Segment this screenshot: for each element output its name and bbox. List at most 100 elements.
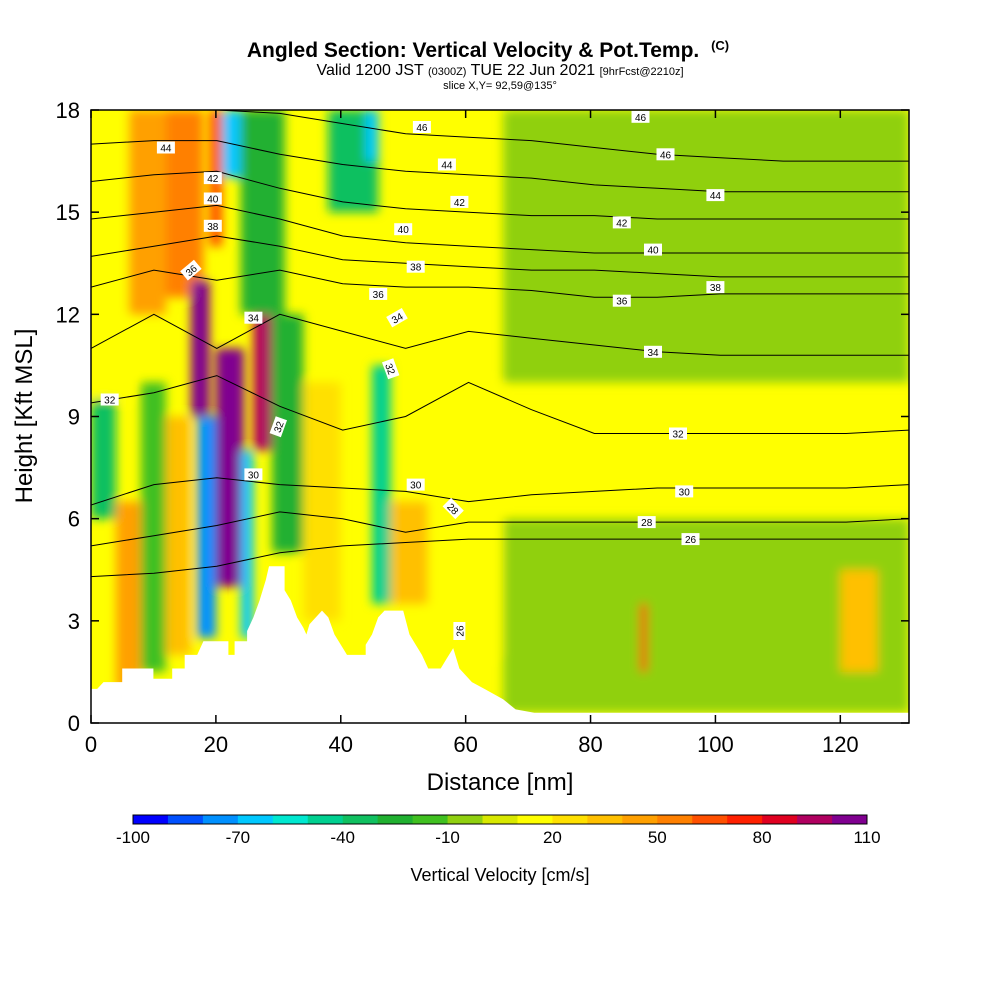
contour-label: 46 <box>412 121 431 134</box>
contour-label: 26 <box>453 622 466 640</box>
contour-label-text: 42 <box>454 198 466 209</box>
contour-label-text: 38 <box>207 222 219 233</box>
velocity-cell <box>303 382 341 621</box>
y-axis-label: Height [Kft MSL] <box>11 329 38 504</box>
colorbar-swatch <box>832 815 868 824</box>
colorbar-swatch <box>202 815 239 824</box>
colorbar-swatch <box>482 815 518 824</box>
colorbar-tick-label: -40 <box>330 828 355 847</box>
colorbar-swatch <box>272 815 309 824</box>
y-tick-label: 18 <box>56 98 80 123</box>
colorbar <box>132 814 868 825</box>
colorbar-swatch <box>133 815 169 824</box>
colorbar-swatch <box>167 815 204 824</box>
contour-label-text: 34 <box>390 311 406 326</box>
velocity-cell <box>253 314 273 451</box>
velocity-cell <box>371 365 391 604</box>
contour-label: 40 <box>394 223 413 236</box>
contour-label: 32 <box>669 427 687 441</box>
colorbar-tick-label: 110 <box>853 828 880 847</box>
velocity-cell <box>428 382 504 655</box>
x-tick-label: 40 <box>329 732 353 757</box>
colorbar-swatch <box>342 815 379 824</box>
contour-label-text: 34 <box>647 348 659 359</box>
contour-label: 38 <box>706 281 725 294</box>
contour-label: 38 <box>203 219 222 233</box>
colorbar-swatch <box>797 815 833 824</box>
contour-label: 46 <box>631 110 650 124</box>
contour-label-text: 26 <box>685 535 697 546</box>
y-tick-label: 3 <box>68 609 80 634</box>
theta-contour-44 <box>91 140 909 193</box>
colorbar-tick-label: -10 <box>435 828 460 847</box>
colorbar-swatch <box>587 815 623 824</box>
theta-contour-34 <box>91 313 909 356</box>
contour-label-text: 44 <box>441 161 453 172</box>
contour-label-text: 44 <box>160 144 172 155</box>
chart-title: Angled Section: Vertical Velocity & Pot.… <box>247 39 699 62</box>
velocity-cell <box>190 280 210 417</box>
subtitle-forecast: [9hrFcst@2210z] <box>600 66 684 78</box>
colorbar-frame <box>132 814 868 825</box>
x-tick-label: 80 <box>578 732 602 757</box>
velocity-cell <box>840 569 878 672</box>
colorbar-label: Vertical Velocity [cm/s] <box>410 865 589 885</box>
contour-label: 32 <box>381 358 400 380</box>
y-tick-label: 12 <box>56 302 80 327</box>
svg-text:Valid 1200 JST (0300Z): Valid 1200 JST (0300Z) TUE 22 Jun 2021 [… <box>316 62 683 79</box>
contour-label-text: 42 <box>207 174 219 185</box>
velocity-cell <box>215 348 244 587</box>
contour-label-text: 44 <box>710 191 722 202</box>
contour-label: 30 <box>244 468 263 481</box>
theta-contour-38 <box>91 235 909 278</box>
x-tick-label: 100 <box>697 732 734 757</box>
subtitle-valid: Valid 1200 JST <box>316 62 424 79</box>
y-tick-label: 9 <box>68 405 80 430</box>
contour-label-text: 38 <box>410 263 422 274</box>
y-tick-label: 0 <box>68 711 80 736</box>
contour-label-text: 34 <box>248 314 260 325</box>
colorbar-swatch <box>727 815 763 824</box>
colorbar-swatch <box>552 815 588 824</box>
subtitle-zulu: (0300Z) <box>428 66 467 78</box>
colorbar-swatch <box>657 815 693 824</box>
y-tick-label: 15 <box>56 200 80 225</box>
colorbar-swatch <box>692 815 728 824</box>
theta-contour-labels: 44 42 40 38 36 34 32 32 30 46 44 42 40 38 36 34 32 30 28 26… <box>100 110 725 640</box>
colorbar-swatch <box>622 815 658 824</box>
contour-label: 44 <box>706 189 725 202</box>
contour-label: 46 <box>656 148 675 161</box>
y-axis: 0 36 9 12 15 18 <box>56 98 909 736</box>
x-tick-label: 0 <box>85 732 97 757</box>
colorbar-swatch <box>307 815 344 824</box>
contour-label-text: 40 <box>647 246 659 257</box>
contour-label: 44 <box>437 158 456 172</box>
colorbar-tick-label: -100 <box>116 828 150 847</box>
contour-label: 32 <box>269 416 288 438</box>
contour-label: 36 <box>612 294 631 308</box>
colorbar-swatch <box>377 815 414 824</box>
velocity-field <box>91 110 909 713</box>
velocity-cell <box>240 450 254 638</box>
contour-label: 40 <box>644 243 662 257</box>
contour-label: 42 <box>203 172 222 185</box>
contour-label: 42 <box>450 195 469 209</box>
velocity-cell <box>640 603 647 672</box>
theta-contour-40 <box>91 204 909 254</box>
x-tick-label: 60 <box>453 732 477 757</box>
contour-label: 30 <box>406 478 425 492</box>
contour-label: 44 <box>156 141 175 155</box>
theta-contour-26 <box>91 538 909 578</box>
contour-label: 34 <box>244 311 263 325</box>
contour-label-text: 32 <box>104 396 116 407</box>
theta-contour-36 <box>91 269 909 298</box>
x-tick-label: 20 <box>204 732 228 757</box>
theta-contour-42 <box>91 170 909 220</box>
colorbar-swatch <box>412 815 449 824</box>
contour-label-text: 32 <box>382 362 396 377</box>
colorbar-swatch <box>517 815 553 824</box>
contour-label: 34 <box>644 345 662 359</box>
contour-label-text: 42 <box>616 218 628 229</box>
colorbar-swatch <box>447 815 484 824</box>
velocity-cell <box>115 501 141 689</box>
